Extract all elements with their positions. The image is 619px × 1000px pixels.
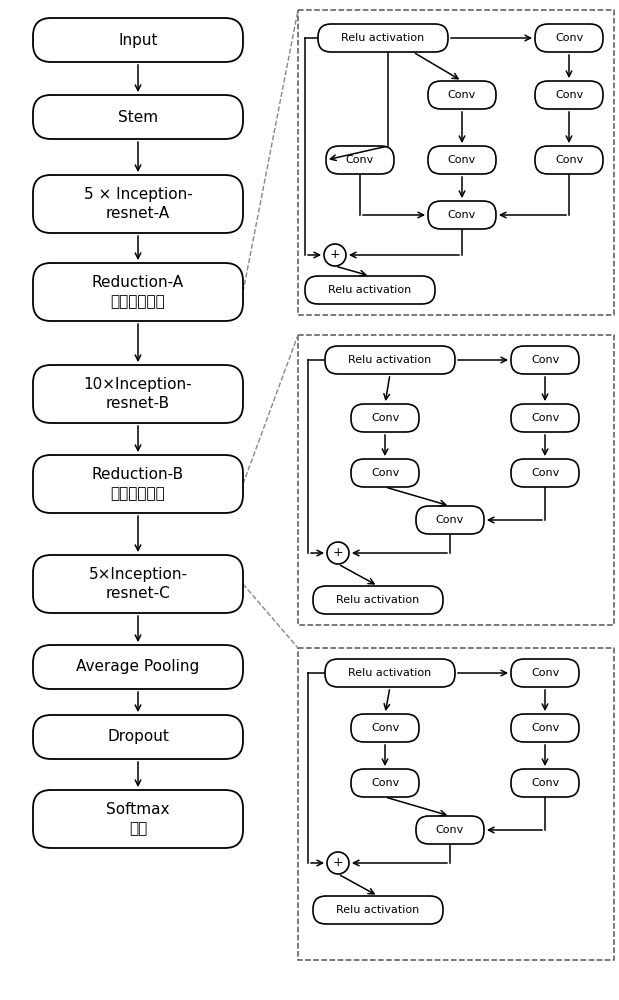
FancyBboxPatch shape [33, 263, 243, 321]
Text: Relu activation: Relu activation [341, 33, 425, 43]
Text: Relu activation: Relu activation [336, 595, 420, 605]
FancyBboxPatch shape [33, 365, 243, 423]
Text: Conv: Conv [531, 668, 559, 678]
Text: Conv: Conv [531, 413, 559, 423]
FancyBboxPatch shape [428, 146, 496, 174]
Text: 10×Inception-
resnet-B: 10×Inception- resnet-B [84, 377, 193, 411]
Text: Relu activation: Relu activation [348, 355, 431, 365]
Text: Relu activation: Relu activation [328, 285, 412, 295]
FancyBboxPatch shape [535, 81, 603, 109]
Text: Conv: Conv [531, 355, 559, 365]
FancyBboxPatch shape [351, 404, 419, 432]
FancyBboxPatch shape [33, 175, 243, 233]
FancyBboxPatch shape [33, 645, 243, 689]
FancyBboxPatch shape [351, 769, 419, 797]
FancyBboxPatch shape [416, 816, 484, 844]
FancyBboxPatch shape [313, 896, 443, 924]
Text: +: + [330, 248, 340, 261]
FancyBboxPatch shape [511, 346, 579, 374]
Text: Conv: Conv [371, 413, 399, 423]
Text: Conv: Conv [436, 825, 464, 835]
FancyBboxPatch shape [428, 81, 496, 109]
Bar [298, 10, 614, 315]
FancyBboxPatch shape [511, 714, 579, 742]
FancyBboxPatch shape [535, 146, 603, 174]
Text: Conv: Conv [448, 155, 476, 165]
FancyBboxPatch shape [511, 659, 579, 687]
Text: Average Pooling: Average Pooling [76, 660, 199, 674]
Text: Conv: Conv [448, 210, 476, 220]
Text: Relu activation: Relu activation [348, 668, 431, 678]
Text: Reduction-A
网格缩减模块: Reduction-A 网格缩减模块 [92, 275, 184, 309]
Text: Conv: Conv [531, 468, 559, 478]
Text: Conv: Conv [448, 90, 476, 100]
FancyBboxPatch shape [33, 790, 243, 848]
FancyBboxPatch shape [313, 586, 443, 614]
Text: Conv: Conv [555, 90, 583, 100]
Text: Conv: Conv [555, 155, 583, 165]
Text: Dropout: Dropout [107, 730, 169, 744]
Text: Softmax
输出: Softmax 输出 [106, 802, 170, 836]
Text: +: + [332, 856, 344, 869]
FancyBboxPatch shape [535, 24, 603, 52]
FancyBboxPatch shape [511, 769, 579, 797]
FancyBboxPatch shape [416, 506, 484, 534]
FancyBboxPatch shape [511, 404, 579, 432]
Text: Conv: Conv [346, 155, 374, 165]
FancyBboxPatch shape [33, 18, 243, 62]
FancyBboxPatch shape [305, 276, 435, 304]
FancyBboxPatch shape [33, 455, 243, 513]
Text: Conv: Conv [555, 33, 583, 43]
FancyBboxPatch shape [351, 714, 419, 742]
Text: Conv: Conv [371, 468, 399, 478]
Text: 5×Inception-
resnet-C: 5×Inception- resnet-C [89, 567, 188, 601]
Text: Reduction-B
网格缩减模块: Reduction-B 网格缩减模块 [92, 467, 184, 501]
Text: Relu activation: Relu activation [336, 905, 420, 915]
Text: Conv: Conv [436, 515, 464, 525]
Bar [298, 648, 614, 960]
FancyBboxPatch shape [33, 715, 243, 759]
Bar [298, 335, 614, 625]
FancyBboxPatch shape [326, 146, 394, 174]
FancyBboxPatch shape [511, 459, 579, 487]
FancyBboxPatch shape [351, 459, 419, 487]
FancyBboxPatch shape [33, 555, 243, 613]
Text: 5 × Inception-
resnet-A: 5 × Inception- resnet-A [84, 187, 193, 221]
Text: Conv: Conv [531, 723, 559, 733]
Text: Conv: Conv [531, 778, 559, 788]
Text: Input: Input [118, 32, 158, 47]
FancyBboxPatch shape [33, 95, 243, 139]
FancyBboxPatch shape [318, 24, 448, 52]
Text: +: + [332, 546, 344, 560]
FancyBboxPatch shape [325, 346, 455, 374]
Text: Conv: Conv [371, 778, 399, 788]
Text: Stem: Stem [118, 109, 158, 124]
FancyBboxPatch shape [325, 659, 455, 687]
FancyBboxPatch shape [428, 201, 496, 229]
Text: Conv: Conv [371, 723, 399, 733]
